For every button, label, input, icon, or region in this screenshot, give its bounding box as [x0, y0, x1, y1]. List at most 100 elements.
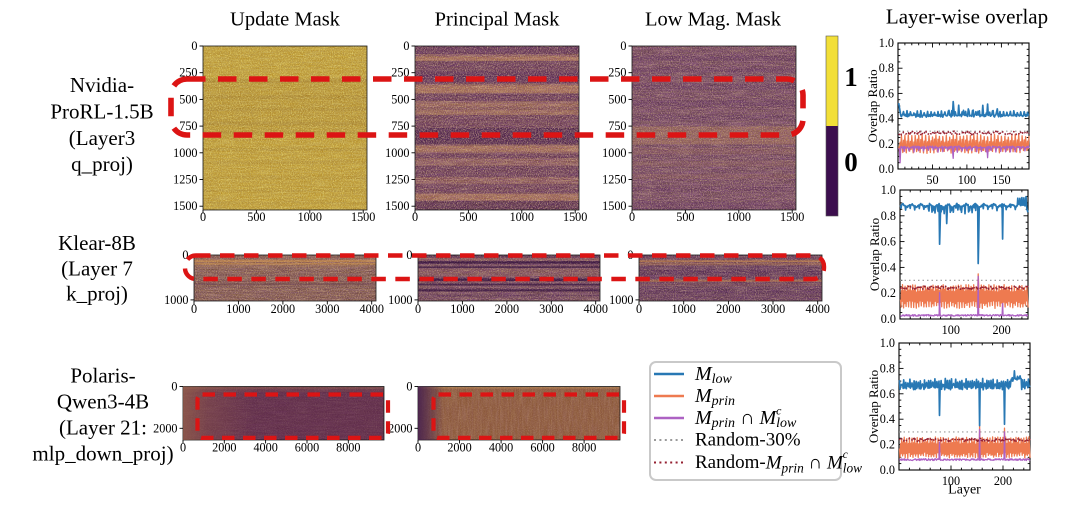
svg-text:500: 500: [179, 92, 197, 106]
svg-text:4000: 4000: [253, 441, 277, 455]
svg-text:1.0: 1.0: [880, 336, 895, 350]
svg-text:3000: 3000: [315, 302, 339, 316]
svg-text:Qwen3-4B: Qwen3-4B: [57, 390, 149, 414]
svg-text:(Layer3: (Layer3: [69, 126, 135, 150]
svg-text:1000: 1000: [164, 293, 188, 307]
svg-text:250: 250: [391, 66, 409, 80]
svg-text:Low Mag. Mask: Low Mag. Mask: [645, 9, 782, 31]
svg-text:100: 100: [958, 173, 976, 187]
svg-text:0.0: 0.0: [880, 463, 895, 477]
svg-text:500: 500: [247, 210, 265, 224]
svg-text:150: 150: [992, 173, 1010, 187]
svg-text:4000: 4000: [584, 302, 608, 316]
svg-text:0: 0: [406, 380, 412, 394]
svg-text:mlp_down_proj): mlp_down_proj): [32, 442, 173, 466]
svg-text:500: 500: [391, 92, 409, 106]
svg-text:1000: 1000: [388, 293, 412, 307]
svg-text:(Layer 21:: (Layer 21:: [59, 416, 147, 440]
svg-text:1500: 1500: [602, 199, 626, 213]
svg-text:500: 500: [676, 210, 694, 224]
svg-text:Overlap Ratio: Overlap Ratio: [866, 370, 881, 443]
svg-text:Overlap Ratio: Overlap Ratio: [867, 218, 882, 291]
svg-text:0.6: 0.6: [880, 387, 895, 401]
svg-text:k_proj): k_proj): [66, 282, 128, 306]
svg-text:0: 0: [620, 39, 626, 53]
svg-text:1000: 1000: [173, 146, 197, 160]
svg-text:Random-Mprin ∩ Mlowc: Random-Mprin ∩ Mlowc: [695, 449, 862, 475]
svg-text:Polaris-: Polaris-: [70, 364, 135, 388]
svg-text:0: 0: [406, 248, 412, 262]
svg-text:750: 750: [179, 119, 197, 133]
svg-text:1.0: 1.0: [881, 183, 896, 197]
svg-text:0: 0: [191, 39, 197, 53]
svg-text:1000: 1000: [226, 302, 250, 316]
svg-text:1000: 1000: [298, 210, 322, 224]
svg-text:0: 0: [171, 380, 177, 394]
svg-text:0: 0: [412, 210, 418, 224]
svg-text:1500: 1500: [351, 210, 375, 224]
svg-text:0: 0: [636, 302, 642, 316]
svg-text:Overlap Ratio: Overlap Ratio: [865, 69, 880, 142]
svg-text:0.2: 0.2: [881, 286, 896, 300]
svg-text:8000: 8000: [572, 441, 596, 455]
svg-text:0: 0: [191, 302, 197, 316]
svg-text:(Layer 7: (Layer 7: [61, 257, 133, 281]
svg-text:Layer: Layer: [948, 483, 981, 498]
svg-text:2000: 2000: [716, 302, 740, 316]
svg-text:0: 0: [200, 210, 206, 224]
svg-text:4000: 4000: [360, 302, 384, 316]
svg-text:2000: 2000: [271, 302, 295, 316]
svg-text:0.4: 0.4: [879, 112, 894, 126]
svg-text:0.8: 0.8: [880, 361, 895, 375]
svg-text:250: 250: [179, 66, 197, 80]
svg-text:0: 0: [182, 248, 188, 262]
svg-text:750: 750: [608, 119, 626, 133]
svg-text:0: 0: [415, 441, 421, 455]
svg-text:0: 0: [415, 302, 421, 316]
svg-text:1.0: 1.0: [879, 36, 894, 50]
svg-text:Update Mask: Update Mask: [230, 9, 341, 31]
svg-text:Klear-8B: Klear-8B: [58, 231, 136, 255]
svg-text:3000: 3000: [539, 302, 563, 316]
svg-text:2000: 2000: [447, 441, 471, 455]
svg-text:1: 1: [844, 62, 858, 92]
svg-text:2000: 2000: [495, 302, 519, 316]
svg-text:1000: 1000: [450, 302, 474, 316]
svg-text:0.0: 0.0: [881, 312, 896, 326]
svg-text:0.8: 0.8: [879, 61, 894, 75]
svg-text:Layer-wise overlap: Layer-wise overlap: [886, 5, 1048, 29]
svg-text:1250: 1250: [602, 172, 626, 186]
svg-text:1000: 1000: [510, 210, 534, 224]
svg-text:500: 500: [608, 92, 626, 106]
svg-text:0: 0: [180, 441, 186, 455]
svg-text:3000: 3000: [761, 302, 785, 316]
svg-text:4000: 4000: [489, 441, 513, 455]
svg-text:ProRL-1.5B: ProRL-1.5B: [50, 100, 153, 124]
svg-text:1500: 1500: [173, 199, 197, 213]
svg-text:Nvidia-: Nvidia-: [70, 73, 134, 97]
svg-text:6000: 6000: [295, 441, 319, 455]
svg-text:0: 0: [844, 147, 858, 177]
svg-text:0: 0: [629, 210, 635, 224]
svg-text:500: 500: [459, 210, 477, 224]
svg-text:1500: 1500: [385, 199, 409, 213]
svg-text:2000: 2000: [153, 421, 177, 435]
svg-text:0.4: 0.4: [880, 412, 895, 426]
svg-text:50: 50: [926, 173, 938, 187]
svg-text:0: 0: [403, 39, 409, 53]
svg-text:1000: 1000: [609, 293, 633, 307]
svg-text:1500: 1500: [780, 210, 804, 224]
svg-text:0.0: 0.0: [879, 162, 894, 176]
svg-text:8000: 8000: [336, 441, 360, 455]
svg-text:200: 200: [994, 474, 1012, 488]
svg-text:0.2: 0.2: [879, 137, 894, 151]
svg-text:2000: 2000: [388, 421, 412, 435]
svg-text:1500: 1500: [563, 210, 587, 224]
svg-text:0.6: 0.6: [881, 235, 896, 249]
svg-text:0.2: 0.2: [880, 438, 895, 452]
svg-text:0.4: 0.4: [881, 260, 896, 274]
svg-text:Principal Mask: Principal Mask: [435, 9, 560, 31]
svg-text:q_proj): q_proj): [71, 152, 133, 176]
svg-text:750: 750: [391, 119, 409, 133]
svg-text:1000: 1000: [671, 302, 695, 316]
